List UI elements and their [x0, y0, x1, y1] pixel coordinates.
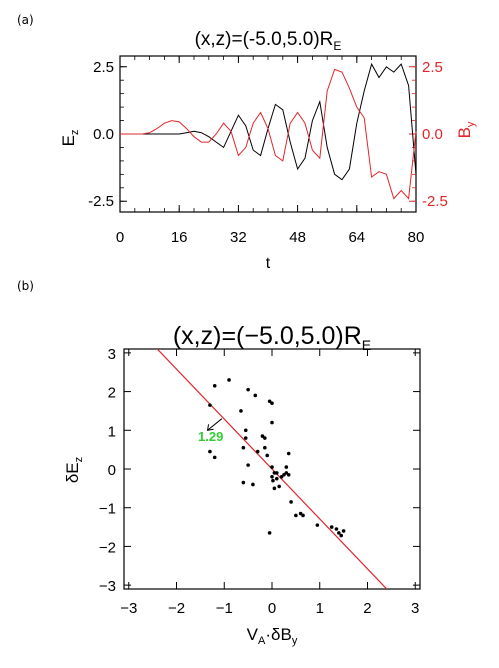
panel-a-y-tick-label-left: 0.0 [93, 126, 114, 143]
panel-b-x-tick-label: 0 [268, 600, 276, 617]
panel-b-data-point [243, 436, 248, 440]
panel-b-data-point [274, 471, 279, 475]
panel-b-data-point [246, 463, 250, 467]
panel-b-data-point [274, 476, 279, 481]
panel-b-annotation-arrow [207, 418, 223, 431]
panel-a-y-tick-label-right: 0.0 [422, 126, 443, 143]
panel-b-y-tick-label: −1 [99, 501, 116, 518]
panel-b-data-point [282, 473, 286, 477]
panel-b-data-point [241, 480, 246, 485]
panel-b-data-point [246, 387, 250, 392]
panel-b-data-point [294, 513, 298, 518]
panel-a-series [120, 62, 417, 200]
panel-b-data-point [263, 445, 267, 450]
panel-a-label: (a) [17, 13, 34, 27]
panel-b-data-point [260, 434, 265, 438]
panel-a-left-y-axis: 2.5 0.0 -2.5 [88, 59, 127, 210]
panel-b-x-tick-label: 2 [363, 600, 371, 617]
panel-a-x-tick-label: 48 [289, 229, 306, 246]
panel-b-data-point [329, 525, 334, 529]
panel-b-data-point [208, 403, 212, 407]
panel-b-data-point [267, 531, 272, 535]
panel-b-data-point [334, 527, 339, 531]
panel-b-data-point [298, 511, 303, 516]
panel-b-data-point [265, 453, 270, 458]
panel-b-data-point [212, 383, 217, 388]
panel-b-data-point [255, 449, 260, 454]
panel-a-series-ez-line [120, 62, 417, 181]
panel-b-data-point [271, 478, 275, 483]
panel-b-data-point [270, 465, 274, 469]
panel-a-ylabel-right: By [455, 121, 477, 138]
panel-b-data-point [270, 474, 274, 479]
panel-a-y-tick-label-right: 2.5 [422, 59, 443, 76]
panel-b-data-point [208, 449, 212, 454]
panel-b-data-point [270, 401, 274, 405]
panel-a-x-axis: 0 16 32 48 64 80 [116, 56, 425, 246]
panel-b-data-point [253, 393, 258, 398]
panel-a-y-tick-label-right: -2.5 [422, 193, 448, 210]
panel-b: (b) (x,z)=(−5.0,5.0)RE −3 −2 −1 0 1 2 3 3 2 1 0 −1… [17, 279, 421, 647]
panel-b-data-point [341, 529, 346, 533]
panel-b-annotation-arrowhead [206, 424, 214, 431]
panel-a-y-tick-label-left: 2.5 [93, 59, 114, 76]
panel-b-data-point [279, 474, 284, 479]
panel-a-x-tick-label: 32 [230, 229, 247, 246]
panel-a-x-tick-label: 16 [171, 229, 188, 246]
panel-b-data-point [337, 531, 341, 535]
panel-a-y-tick-label-left: -2.5 [88, 193, 114, 210]
panel-b-xlabel: VA·δBy [247, 625, 298, 647]
panel-b-title: (x,z)=(−5.0,5.0)RE [173, 322, 371, 353]
panel-a: (a) (x,z)=(-5.0,5.0)RE 0 16 32 48 64 80 2.5 0.… [17, 13, 477, 272]
panel-b-y-tick-label: −2 [99, 539, 116, 556]
panel-b-y-tick-label: 3 [108, 346, 116, 363]
panel-b-data-point [286, 473, 291, 477]
panel-b-y-tick-label: 0 [108, 462, 116, 479]
panel-b-data-point [241, 445, 246, 450]
panel-b-x-axis: −3 −2 −1 0 1 2 3 [120, 349, 419, 617]
panel-b-y-tick-label: 2 [108, 385, 116, 402]
panel-b-x-tick-label: −2 [168, 600, 185, 617]
panel-b-data-point [301, 513, 305, 518]
panel-a-title: (x,z)=(-5.0,5.0)RE [195, 29, 342, 53]
panel-b-x-tick-label: −1 [216, 600, 233, 617]
panel-b-data-point [251, 482, 255, 487]
panel-b-label: (b) [17, 279, 34, 293]
panel-a-x-tick-label: 80 [408, 229, 425, 246]
panel-b-data-point [339, 533, 344, 538]
panel-b-y-tick-label: −3 [99, 578, 116, 595]
panel-a-x-tick-label: 0 [116, 229, 124, 246]
panel-b-slope-annotation: 1.29 [198, 429, 223, 444]
panel-b-ylabel: δEz [63, 457, 85, 483]
panel-b-data-point [284, 471, 289, 475]
panel-b-data-point [284, 465, 289, 469]
panel-b-data-point [212, 455, 217, 460]
panel-b-data-point [239, 409, 243, 413]
panel-b-data-point [272, 486, 277, 491]
panel-b-x-tick-label: 1 [316, 600, 324, 617]
panel-a-series-by-line [120, 68, 417, 200]
panel-b-data-point [289, 500, 293, 504]
panel-b-y-tick-label: 1 [108, 423, 116, 440]
panel-b-series: 1.29 [156, 349, 388, 589]
panel-b-fit-line [156, 349, 388, 589]
panel-a-right-y-axis: 2.5 0.0 -2.5 [409, 59, 448, 210]
panel-b-x-tick-label: 3 [411, 600, 419, 617]
panel-b-data-point [277, 484, 281, 489]
panel-b-data-point [315, 523, 320, 527]
panel-b-data-point [263, 436, 267, 440]
panel-b-x-tick-label: −3 [120, 600, 137, 617]
panel-b-data-point [270, 420, 274, 425]
panel-b-data-point [286, 451, 291, 456]
panel-b-y-axis: 3 2 1 0 −1 −2 −3 [99, 346, 420, 595]
panel-a-xlabel: t [266, 255, 271, 272]
panel-a-ylabel-left: Ez [59, 130, 81, 147]
panel-b-data-point [267, 399, 272, 404]
panel-b-data-point [243, 428, 248, 433]
panel-a-x-tick-label: 64 [348, 229, 365, 246]
panel-b-data-point [227, 378, 231, 382]
